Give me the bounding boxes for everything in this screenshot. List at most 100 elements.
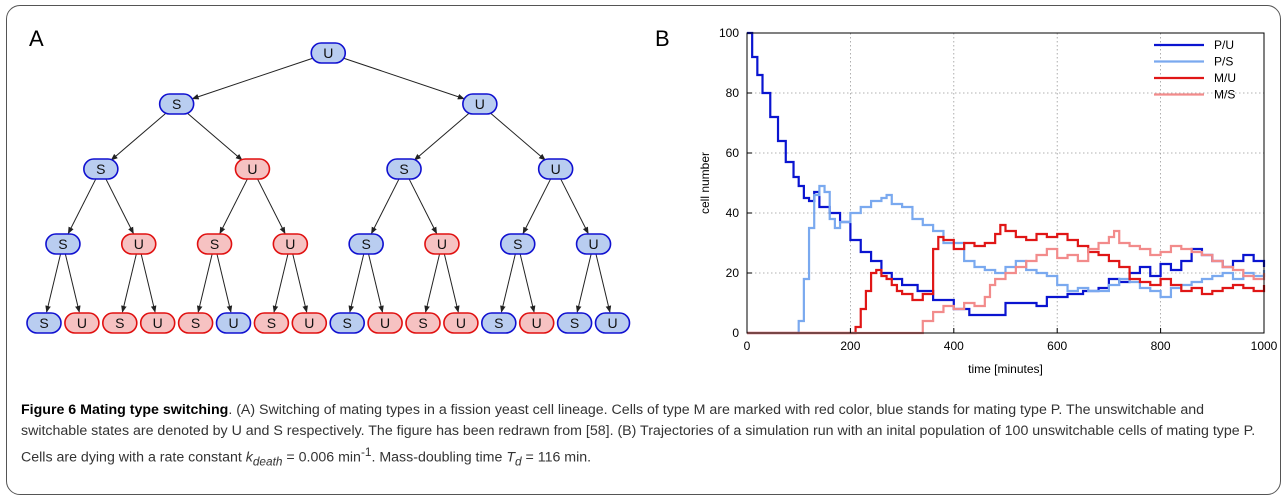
cell-shape bbox=[234, 158, 271, 180]
lineage-arrow bbox=[45, 253, 62, 313]
caption-k-exponent: -1 bbox=[360, 445, 372, 459]
trajectory-chart: 0 200 400 600 800 1000 0 20 40 60 80 100 time [minu… bbox=[698, 26, 1277, 376]
cell-label: S bbox=[115, 315, 124, 331]
cell-shape bbox=[367, 312, 403, 334]
lineage-arrow bbox=[348, 253, 365, 313]
cell-label: S bbox=[58, 236, 67, 252]
cell-label: U bbox=[551, 161, 561, 177]
cell-label: S bbox=[39, 315, 48, 331]
cell-label: S bbox=[494, 315, 503, 331]
caption-k-subscript: death bbox=[252, 454, 283, 469]
cell-label: S bbox=[570, 315, 579, 331]
tree-nodes: U S U S U S U S U S U S U S U S U S U S U S U S U S U S U S U bbox=[26, 42, 631, 334]
cell-label: U bbox=[304, 315, 314, 331]
lineage-arrow bbox=[370, 178, 400, 235]
cell-node-n11: U bbox=[272, 233, 309, 255]
cell-node-l11: S bbox=[405, 312, 441, 334]
lineage-arrow bbox=[424, 253, 441, 313]
lineage-arrow bbox=[272, 253, 289, 313]
cell-label: U bbox=[323, 45, 333, 61]
cell-label: U bbox=[380, 315, 390, 331]
cell-label: S bbox=[267, 315, 276, 331]
caption-part1: . (A) Switching of mating types in a fis… bbox=[21, 402, 1256, 466]
cell-label: S bbox=[96, 161, 105, 177]
cell-node-l5: S bbox=[177, 312, 214, 334]
cell-label: S bbox=[343, 315, 352, 331]
cell-node-l15: S bbox=[556, 312, 593, 334]
cell-node-l9: S bbox=[329, 312, 366, 334]
cell-node-l4: U bbox=[139, 312, 176, 334]
cell-label: S bbox=[361, 236, 370, 252]
cell-shape bbox=[196, 233, 233, 255]
caption-part2: . Mass-doubling time bbox=[371, 449, 507, 466]
cell-shape bbox=[158, 93, 195, 115]
lineage-arrow bbox=[219, 178, 249, 235]
cell-node-l7: S bbox=[253, 312, 290, 334]
caption-t-value: = 116 min. bbox=[521, 449, 592, 466]
cell-node-l6: U bbox=[215, 312, 252, 334]
y-tick-label: 60 bbox=[726, 146, 740, 160]
legend-label: M/U bbox=[1214, 71, 1236, 85]
x-tick-label: 400 bbox=[944, 339, 964, 353]
x-tick-label: 0 bbox=[744, 339, 751, 353]
lineage-arrow bbox=[292, 253, 308, 313]
cell-node-l8: U bbox=[291, 312, 328, 334]
cell-label: S bbox=[210, 236, 219, 252]
cell-label: S bbox=[399, 161, 408, 177]
lineage-arrow bbox=[413, 111, 471, 161]
lineage-arrow bbox=[595, 253, 612, 313]
cell-label: U bbox=[77, 315, 87, 331]
cell-shape bbox=[253, 312, 290, 334]
cell-node-l1: S bbox=[26, 312, 62, 334]
cell-shape bbox=[83, 158, 119, 180]
cell-node-n1: U bbox=[310, 42, 347, 64]
y-axis-label: cell number bbox=[698, 152, 712, 214]
series-line-m-s bbox=[747, 229, 1266, 335]
series-line-p-u bbox=[747, 31, 1266, 317]
cell-shape bbox=[348, 233, 384, 255]
cell-shape bbox=[26, 312, 62, 334]
cell-shape bbox=[405, 312, 441, 334]
x-axis-label: time [minutes] bbox=[968, 362, 1043, 376]
cell-shape bbox=[120, 233, 157, 255]
legend-label: M/S bbox=[1214, 88, 1235, 102]
cell-node-n3: U bbox=[462, 93, 498, 115]
x-tick-label: 200 bbox=[840, 339, 860, 353]
lineage-arrow bbox=[105, 178, 134, 235]
cell-label: U bbox=[134, 236, 144, 252]
cell-shape bbox=[102, 312, 138, 334]
cell-shape bbox=[594, 312, 631, 334]
cell-shape bbox=[443, 312, 479, 334]
cell-node-n15: U bbox=[575, 233, 612, 255]
cell-shape bbox=[386, 158, 422, 180]
y-tick-label: 40 bbox=[726, 206, 740, 220]
cell-node-n13: U bbox=[424, 233, 460, 255]
lineage-arrow bbox=[575, 253, 592, 313]
lineage-arrow bbox=[67, 178, 97, 235]
plot-frame bbox=[746, 32, 1265, 334]
cell-shape bbox=[64, 312, 100, 334]
lineage-arrow bbox=[216, 253, 233, 313]
legend-label: P/S bbox=[1214, 55, 1233, 69]
cell-node-n6: S bbox=[386, 158, 422, 180]
lineage-arrow bbox=[443, 253, 460, 313]
cell-node-l12: U bbox=[443, 312, 479, 334]
cell-label: U bbox=[456, 315, 466, 331]
cell-node-l13: S bbox=[480, 312, 517, 334]
x-tick-label: 600 bbox=[1047, 339, 1067, 353]
caption-t-subscript: d bbox=[514, 454, 522, 469]
x-tick-label: 800 bbox=[1151, 339, 1171, 353]
y-tick-label: 80 bbox=[726, 86, 740, 100]
cell-node-n9: U bbox=[120, 233, 157, 255]
cell-node-l16: U bbox=[594, 312, 631, 334]
cell-node-l14: U bbox=[518, 312, 555, 334]
lineage-arrow bbox=[110, 111, 168, 161]
lineage-arrow bbox=[342, 57, 465, 100]
lineage-arrow bbox=[121, 253, 137, 313]
panel-b-letter: B bbox=[655, 26, 670, 51]
series-line-m-u bbox=[747, 223, 1266, 335]
cell-node-l3: S bbox=[102, 312, 138, 334]
lineage-arrow bbox=[408, 178, 438, 235]
cell-node-l2: U bbox=[64, 312, 100, 334]
